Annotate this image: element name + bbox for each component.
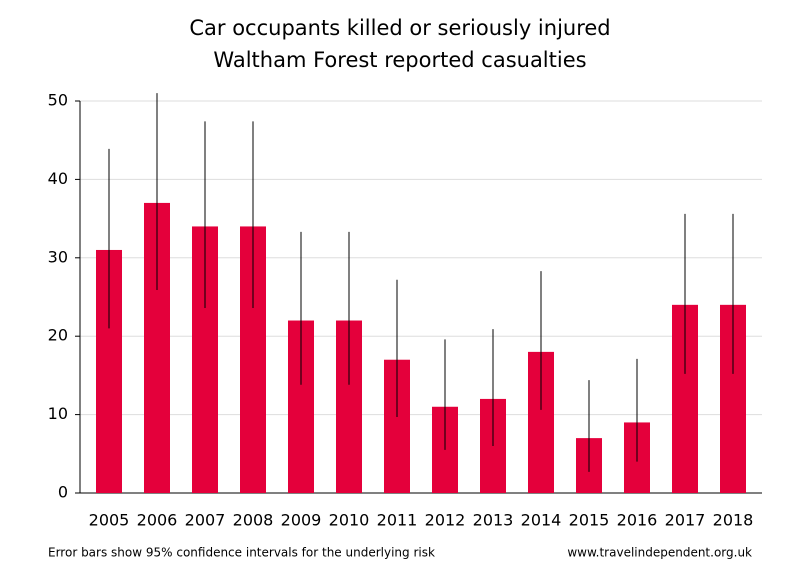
y-tick-label: 40 (48, 169, 68, 188)
footnote: Error bars show 95% confidence intervals… (48, 546, 435, 560)
x-tick-label: 2013 (473, 511, 514, 530)
x-tick-label: 2018 (713, 511, 754, 530)
x-tick-label: 2011 (377, 511, 418, 530)
x-tick-label: 2007 (185, 511, 226, 530)
x-tick-label: 2016 (617, 511, 658, 530)
y-tick-label: 50 (48, 91, 68, 110)
x-tick-label: 2008 (233, 511, 274, 530)
chart-title: Car occupants killed or seriously injure… (189, 16, 610, 40)
x-tick-label: 2012 (425, 511, 466, 530)
chart-subtitle: Waltham Forest reported casualties (213, 48, 586, 72)
x-tick-label: 2015 (569, 511, 610, 530)
source: www.travelindependent.org.uk (567, 546, 752, 560)
x-tick-label: 2017 (665, 511, 706, 530)
y-tick-label: 30 (48, 247, 68, 266)
x-tick-label: 2005 (89, 511, 130, 530)
y-tick-label: 10 (48, 404, 68, 423)
x-tick-label: 2014 (521, 511, 562, 530)
x-tick-label: 2010 (329, 511, 370, 530)
x-tick-label: 2009 (281, 511, 322, 530)
y-tick-label: 0 (58, 483, 68, 502)
x-tick-label: 2006 (137, 511, 178, 530)
y-tick-label: 20 (48, 326, 68, 345)
